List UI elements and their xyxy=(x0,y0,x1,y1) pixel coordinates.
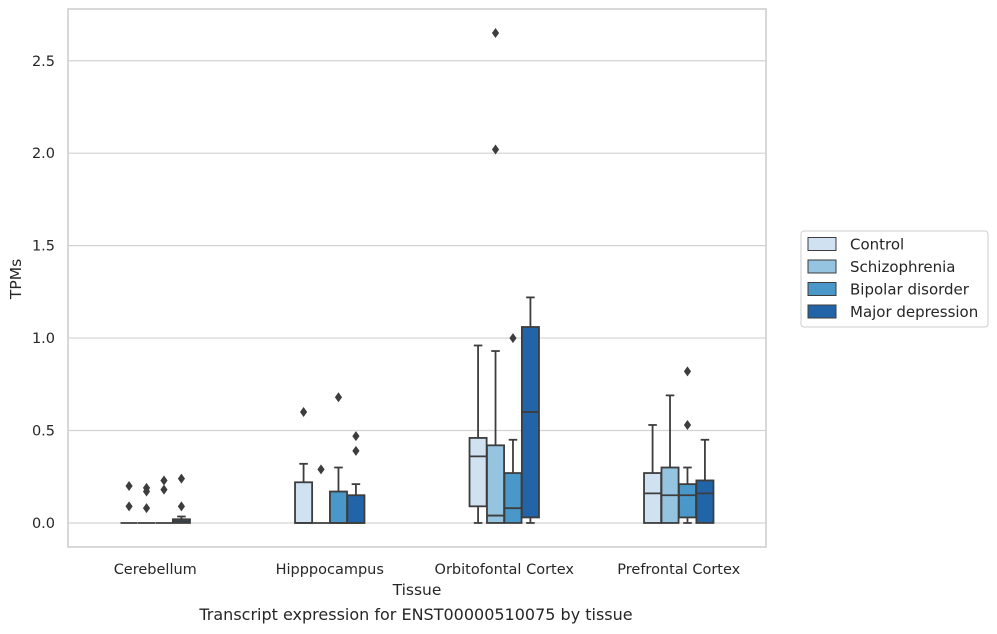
box-body xyxy=(643,472,663,524)
box-body xyxy=(294,481,314,524)
x-tick-label: Hipppocampus xyxy=(276,562,384,578)
box xyxy=(520,296,540,524)
box-body xyxy=(468,437,488,508)
legend-label: Bipolar disorder xyxy=(850,281,970,299)
box-body xyxy=(329,490,348,524)
outlier-point xyxy=(125,501,133,512)
outlier-point xyxy=(142,486,151,497)
x-tick-label: Orbitofontal Cortex xyxy=(435,562,575,578)
legend-label: Major depression xyxy=(850,303,978,321)
legend-swatch xyxy=(807,282,837,296)
outlier-point xyxy=(160,475,168,486)
outlier-point xyxy=(334,392,343,403)
x-tick-labels: Cerebellum Hipppocampus Orbitofontal Corte… xyxy=(114,562,741,578)
outlier-point xyxy=(177,473,186,484)
x-tick-label: Prefrontal Cortex xyxy=(617,562,740,578)
box-body xyxy=(678,483,697,519)
box-body xyxy=(503,472,523,524)
x-tick-label: Cerebellum xyxy=(114,562,197,578)
box xyxy=(155,475,173,524)
y-tick-label: 1.5 xyxy=(32,239,55,255)
box xyxy=(695,438,715,524)
legend-swatch xyxy=(807,304,837,319)
y-tick-label: 0.5 xyxy=(32,424,55,440)
outlier-point xyxy=(299,407,308,418)
box-body xyxy=(486,444,505,524)
box xyxy=(120,480,138,524)
legend-swatch xyxy=(807,259,837,274)
y-tick-label: 2.0 xyxy=(32,146,55,162)
box xyxy=(678,366,697,524)
legend-frame xyxy=(800,230,989,328)
outlier-point xyxy=(317,464,325,475)
y-tick-labels: 0.0 0.5 1.0 1.5 2.0 2.5 xyxy=(32,54,55,532)
legend-label: Control xyxy=(850,236,904,254)
y-tick-label: 2.5 xyxy=(32,54,55,70)
plot-area xyxy=(67,8,767,548)
outlier-point xyxy=(352,431,360,442)
box xyxy=(294,407,314,524)
box xyxy=(312,464,330,524)
y-tick-label: 0.0 xyxy=(32,516,55,532)
outlier-point xyxy=(177,501,186,512)
x-axis-label: Tissue xyxy=(392,581,442,599)
outlier-point xyxy=(683,366,692,377)
box-body xyxy=(520,326,540,519)
box xyxy=(468,344,488,524)
outlier-point xyxy=(509,333,517,344)
box xyxy=(171,473,191,524)
box xyxy=(346,431,366,524)
outlier-point xyxy=(491,28,500,39)
outlier-point xyxy=(142,503,151,514)
outlier-point xyxy=(491,144,500,155)
legend-label: Schizophrenia xyxy=(850,258,955,276)
outlier-point xyxy=(160,484,168,495)
legend-swatch xyxy=(807,237,837,251)
legend: Control Schizophrenia Bipolar disorder Majo… xyxy=(800,230,989,328)
y-tick-label: 1.0 xyxy=(32,331,55,347)
chart-caption: Transcript expression for ENST0000051007… xyxy=(199,605,633,624)
box xyxy=(137,482,156,524)
y-axis-label: TPMs xyxy=(7,259,25,300)
box-body xyxy=(695,479,715,524)
box-plot-series xyxy=(120,28,715,524)
outlier-point xyxy=(125,480,133,491)
outlier-point xyxy=(352,445,360,456)
outlier-point xyxy=(683,419,692,430)
box-body xyxy=(346,494,366,524)
